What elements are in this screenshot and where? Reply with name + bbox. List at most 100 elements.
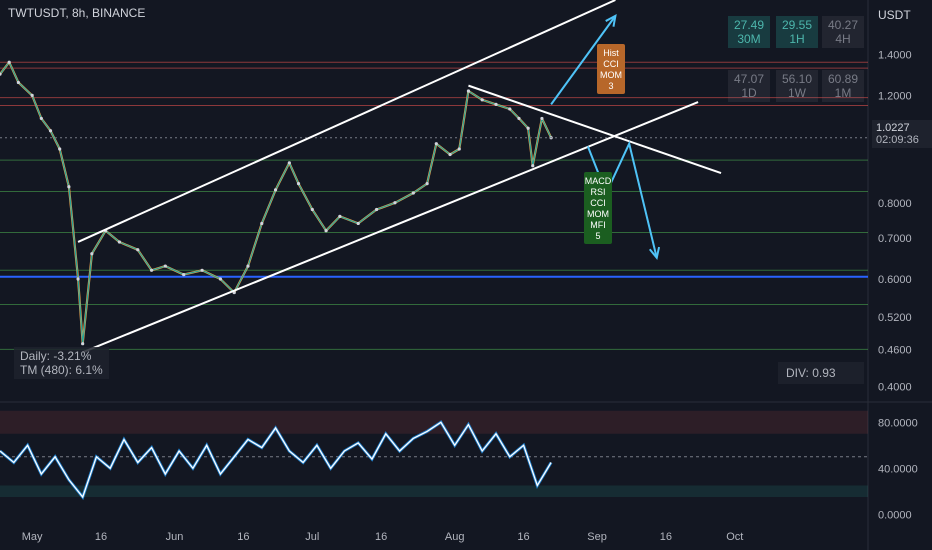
y-tick-label: 1.2000 xyxy=(878,90,912,102)
timeframe-cell-30m: 27.49 30M xyxy=(728,16,770,48)
price-point xyxy=(374,207,379,212)
trendline-0[interactable] xyxy=(77,0,616,243)
price-point xyxy=(30,93,34,97)
timeframe-cell-1w: 56.10 1W xyxy=(776,70,818,102)
osc-y-tick-label: 0.0000 xyxy=(878,509,912,521)
x-tick-label: May xyxy=(22,531,43,543)
signal-box-top-label: MOM xyxy=(600,70,622,80)
trendline-1[interactable] xyxy=(82,101,699,354)
price-point xyxy=(149,268,154,272)
price-point xyxy=(494,102,498,106)
price-axis-currency: USDT xyxy=(878,8,911,22)
osc-y-tick-label: 80.0000 xyxy=(878,417,918,429)
timeframe-value: 40.27 xyxy=(827,18,859,32)
price-point xyxy=(76,277,80,281)
price-point xyxy=(434,142,438,146)
price-point xyxy=(324,229,328,233)
price-point xyxy=(425,182,429,186)
x-tick-label: Sep xyxy=(587,531,607,543)
daily-change: Daily: -3.21% xyxy=(20,349,92,363)
price-point xyxy=(90,252,94,256)
price-point xyxy=(163,264,167,268)
signal-box-top-label: 3 xyxy=(608,81,613,91)
price-point xyxy=(526,126,530,130)
x-tick-label: Jun xyxy=(166,531,184,543)
tm-change: TM (480): 6.1% xyxy=(20,363,103,377)
y-tick-label: 0.4600 xyxy=(878,344,912,356)
trendline-2[interactable] xyxy=(468,84,722,175)
timeframe-value: 47.07 xyxy=(733,72,765,86)
timeframe-label: 1D xyxy=(741,86,757,100)
price-point xyxy=(39,116,43,121)
x-tick-label: 16 xyxy=(237,531,249,543)
timeframe-value: 29.55 xyxy=(781,18,813,32)
signal-box-bottom-label: 5 xyxy=(595,231,600,241)
timeframe-cell-4h: 40.27 4H xyxy=(822,16,864,48)
price-point xyxy=(540,116,544,121)
timeframe-label: 30M xyxy=(737,32,761,46)
signal-box-bottom-label: MOM xyxy=(587,209,609,219)
signal-box-bottom-label: MACD xyxy=(585,176,612,186)
signal-box-top xyxy=(597,44,625,94)
price-point xyxy=(260,221,264,226)
timeframe-value: 60.89 xyxy=(827,72,859,86)
bar-countdown: 02:09:36 xyxy=(876,134,919,146)
timeframe-cell-1d: 47.07 1D xyxy=(728,70,770,102)
price-point xyxy=(356,221,360,226)
x-tick-label: Oct xyxy=(726,531,743,543)
price-point xyxy=(448,152,452,157)
price-point xyxy=(466,89,471,93)
price-point xyxy=(58,147,62,151)
y-tick-label: 0.5200 xyxy=(878,312,912,324)
signal-box-top-label: Hist xyxy=(603,48,619,58)
x-tick-label: 16 xyxy=(375,531,387,543)
price-point xyxy=(480,98,484,102)
osc-oversold-zone xyxy=(0,485,868,497)
price-point xyxy=(531,164,535,168)
x-tick-label: Aug xyxy=(445,531,465,543)
price-point xyxy=(310,207,314,212)
price-point xyxy=(67,185,71,189)
price-point xyxy=(16,80,20,85)
price-point xyxy=(393,201,397,205)
price-point xyxy=(48,129,53,133)
signal-box-bottom-label: CCI xyxy=(590,198,606,208)
price-point xyxy=(182,273,186,277)
price-point xyxy=(200,268,204,272)
timeframe-label: 4H xyxy=(835,32,851,46)
projection-up-arrow[interactable] xyxy=(550,15,617,105)
timeframe-value: 56.10 xyxy=(781,72,813,86)
timeframe-cell-1m: 60.89 1M xyxy=(822,70,864,102)
div-box: DIV: 0.93 xyxy=(778,362,864,384)
osc-y-tick-label: 40.0000 xyxy=(878,463,918,475)
price-point xyxy=(457,147,461,151)
x-tick-label: 16 xyxy=(95,531,107,543)
stats-box: Daily: -3.21% TM (480): 6.1% xyxy=(14,347,109,379)
signal-box-bottom xyxy=(584,172,612,244)
symbol-title[interactable]: TWTUSDT, 8h, BINANCE xyxy=(8,6,146,20)
x-tick-label: 16 xyxy=(660,531,672,543)
y-tick-label: 1.4000 xyxy=(878,50,912,62)
y-tick-label: 0.6000 xyxy=(878,274,912,286)
timeframe-label: 1M xyxy=(834,86,852,100)
price-point xyxy=(287,161,291,165)
price-point xyxy=(0,72,2,76)
timeframe-label: 1H xyxy=(789,32,805,46)
signal-box-top-label: CCI xyxy=(603,59,619,69)
price-point xyxy=(296,182,301,186)
osc-overbought-zone xyxy=(0,410,868,434)
current-price-tag: 1.0227 02:09:36 xyxy=(872,120,932,148)
timeframe-cell-1h: 29.55 1H xyxy=(776,16,818,48)
x-tick-label: Jul xyxy=(305,531,319,543)
projection-down-arrowhead xyxy=(648,246,661,261)
price-point xyxy=(218,277,223,281)
price-point xyxy=(136,248,140,252)
current-price-value: 1.0227 xyxy=(876,122,910,134)
projection-down-arrow[interactable] xyxy=(586,140,658,259)
price-point xyxy=(517,116,521,121)
price-point xyxy=(246,264,250,268)
price-point xyxy=(273,188,278,192)
